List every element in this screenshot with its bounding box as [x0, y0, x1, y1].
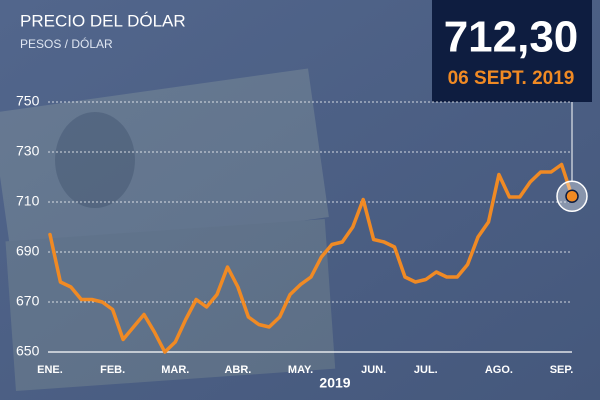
x-tick-label: ENE.: [37, 364, 63, 376]
money-photo: [0, 68, 336, 391]
chart-subtitle: PESOS / DÓLAR: [20, 36, 113, 51]
x-tick-label: ABR.: [224, 364, 251, 376]
x-axis-label: 2019: [319, 375, 350, 391]
y-tick-label: 650: [16, 343, 40, 359]
x-tick-label: JUN.: [361, 364, 386, 376]
y-tick-label: 690: [16, 243, 40, 259]
x-tick-label: SEP.: [550, 364, 574, 376]
callout-value: 712,30: [444, 13, 579, 62]
x-tick-label: JUL.: [414, 364, 438, 376]
x-tick-label: AGO.: [485, 364, 513, 376]
y-tick-label: 750: [16, 93, 40, 109]
x-tick-label: MAR.: [161, 364, 189, 376]
x-tick-label: FEB.: [100, 364, 125, 376]
y-tick-label: 710: [16, 193, 40, 209]
callout-box: [432, 0, 592, 102]
callout-date: 06 SEPT. 2019: [448, 68, 575, 89]
y-tick-label: 670: [16, 293, 40, 309]
y-tick-label: 730: [16, 143, 40, 159]
chart-title: PRECIO DEL DÓLAR: [20, 11, 186, 30]
price-line: [48, 162, 574, 354]
last-point: [565, 189, 579, 203]
x-tick-label: MAY.: [288, 364, 313, 376]
